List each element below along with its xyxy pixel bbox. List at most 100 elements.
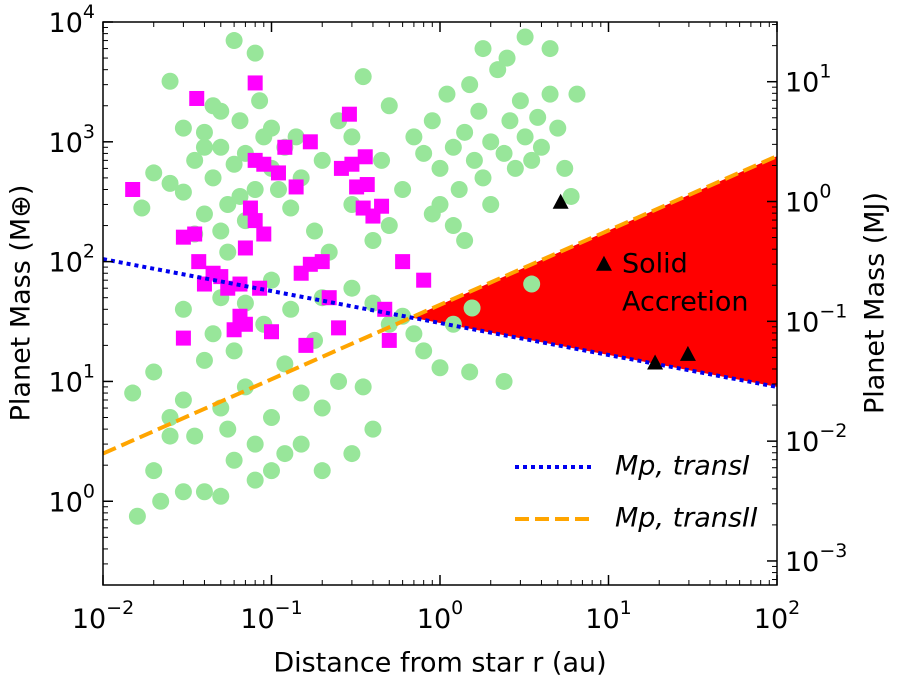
planet-square xyxy=(277,139,293,155)
planet-square xyxy=(341,106,357,122)
lines-layer xyxy=(102,154,778,456)
y2-tick-label: 10−3 xyxy=(785,539,847,577)
planet-point xyxy=(186,427,204,445)
planet-point xyxy=(465,151,483,169)
planet-point xyxy=(330,372,348,390)
planet-square xyxy=(374,198,390,214)
planet-point xyxy=(415,144,433,162)
planet-square xyxy=(247,75,263,91)
planet-point xyxy=(556,159,574,177)
planet-point xyxy=(343,128,361,146)
planet-point xyxy=(231,112,249,130)
planet-point xyxy=(313,151,331,169)
y-tick-label: 101 xyxy=(49,360,95,398)
x-tick-label: 101 xyxy=(585,597,631,635)
y-tick-label: 103 xyxy=(49,120,95,158)
planet-point xyxy=(438,85,456,103)
planet-square xyxy=(377,301,393,317)
planet-point xyxy=(195,138,213,156)
planet-point xyxy=(174,300,192,318)
axes-layer: 10−2 10−1 100 101 102 100 101 102 103 104 10−3 10−2… xyxy=(49,1,848,635)
planet-point xyxy=(269,180,287,198)
x-tick-label: 10−2 xyxy=(72,597,134,635)
y2-tick-label: 10−1 xyxy=(785,300,847,338)
solid-accretion-region xyxy=(411,156,777,387)
planet-point xyxy=(195,483,213,501)
planet-point xyxy=(529,108,547,126)
annotation: Solid xyxy=(622,249,688,280)
planet-point xyxy=(225,32,243,50)
planet-square xyxy=(252,280,268,296)
planet-point xyxy=(516,128,534,146)
planet-point xyxy=(161,72,179,90)
planet-point xyxy=(225,155,243,173)
planet-point xyxy=(364,294,382,312)
planet-square xyxy=(395,254,411,270)
planet-point xyxy=(482,133,500,151)
planet-point xyxy=(354,378,372,396)
planet-square xyxy=(242,200,258,216)
planet-square xyxy=(314,254,330,270)
y2-tick-label: 10−2 xyxy=(785,420,847,458)
planet-point xyxy=(276,355,294,373)
planet-point xyxy=(463,299,481,317)
planet-point xyxy=(212,138,230,156)
planet-square xyxy=(256,226,272,242)
planet-point xyxy=(186,151,204,169)
x-tick-label: 102 xyxy=(754,597,800,635)
planet-point xyxy=(276,445,294,463)
legend-label: Mp, transII xyxy=(615,503,758,534)
planet-point xyxy=(161,174,179,192)
x-tick-label: 10−1 xyxy=(240,597,302,635)
planet-point xyxy=(456,123,474,141)
x-tick-label: 100 xyxy=(417,597,463,635)
planet-point xyxy=(204,325,222,343)
legend-label: Mp, transI xyxy=(615,451,750,482)
planet-point xyxy=(549,119,567,137)
planet-point xyxy=(263,462,280,480)
planet-square xyxy=(189,90,205,106)
planet-point xyxy=(532,138,550,156)
planet-square xyxy=(187,226,203,242)
planet-square xyxy=(175,229,191,245)
region-layer xyxy=(411,156,777,387)
planet-point xyxy=(444,315,462,333)
planet-point xyxy=(489,61,507,79)
planet-square xyxy=(357,149,373,165)
planet-point xyxy=(562,187,580,205)
planet-point xyxy=(423,112,441,130)
planet-point xyxy=(263,119,280,137)
planet-square xyxy=(270,165,286,181)
planet-point xyxy=(152,492,170,510)
y-tick-label: 102 xyxy=(49,240,95,278)
planet-point xyxy=(415,342,433,360)
planet-point xyxy=(495,144,513,162)
planet-square xyxy=(264,324,279,340)
planet-square xyxy=(237,316,253,332)
planet-point xyxy=(174,483,192,501)
planet-square xyxy=(226,322,242,338)
planet-square xyxy=(302,256,318,272)
y2-tick-label: 101 xyxy=(785,60,831,98)
planet-square xyxy=(256,156,272,172)
planet-point xyxy=(195,123,213,141)
planet-square xyxy=(288,179,304,195)
planet-point xyxy=(128,507,146,525)
planet-point xyxy=(204,169,222,187)
planet-point xyxy=(225,451,243,469)
planet-point xyxy=(482,195,500,213)
planet-point xyxy=(174,391,192,409)
planet-point xyxy=(474,169,492,187)
planet-point xyxy=(516,28,534,46)
planet-point xyxy=(124,384,142,402)
planet-point xyxy=(423,205,441,223)
planet-triangle xyxy=(595,255,612,271)
planet-point xyxy=(541,85,559,103)
planet-point xyxy=(219,195,237,213)
planet-point xyxy=(364,232,382,250)
planet-point xyxy=(306,222,324,240)
planet-triangle xyxy=(647,354,664,370)
planet-point xyxy=(501,112,519,130)
planet-triangle xyxy=(679,345,696,361)
planet-point xyxy=(145,363,163,381)
